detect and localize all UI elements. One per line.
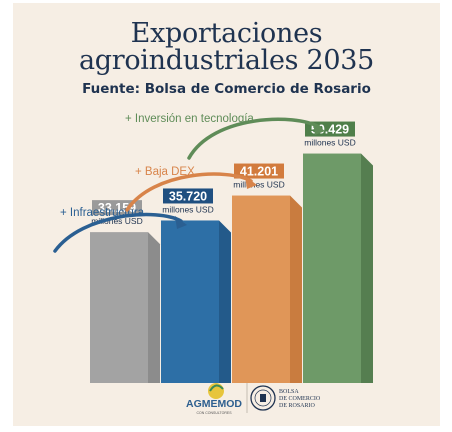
annotation-label-3: + Inversión en tecnología [125,113,254,125]
bar-4 [303,154,361,383]
bar-side-2 [219,220,231,383]
agmemod-logo: AGMEMOD CON CONSULTORES [186,383,242,415]
bar-side-3 [290,196,302,383]
bar-unit-label-3: millones USD [233,180,285,190]
annotation-label-2: + Baja DEX [135,166,195,178]
bar-value-label-3: 41.201 [240,165,278,179]
bar-3 [232,196,290,383]
annotation-arrow-3 [189,119,319,158]
bcr-logo-line-2: DE COMERCIO [279,396,321,402]
annotation-label-1: + Infraestructura [60,207,145,219]
infographic-card: Exportaciones agroindustriales 2035 Fuen… [13,3,440,426]
agmemod-logo-text: AGMEMOD [186,398,242,410]
bar-1 [90,232,148,383]
agmemod-logo-tagline: CON CONSULTORES [196,411,232,415]
bar-2 [161,220,219,383]
bar-value-label-2: 35.720 [169,189,207,203]
footer-logos: AGMEMOD CON CONSULTORES BOLSA DE COMERCI… [13,377,440,417]
bar-unit-label-2: millones USD [162,204,214,214]
bcr-logo-line-3: DE ROSARIO [279,403,316,409]
bcr-logo-line-1: BOLSA [279,389,299,395]
bcr-logo: BOLSA DE COMERCIO DE ROSARIO [251,386,321,410]
bar-side-4 [361,154,373,383]
bar-unit-label-4: millones USD [304,138,356,148]
bar-side-1 [148,232,160,383]
